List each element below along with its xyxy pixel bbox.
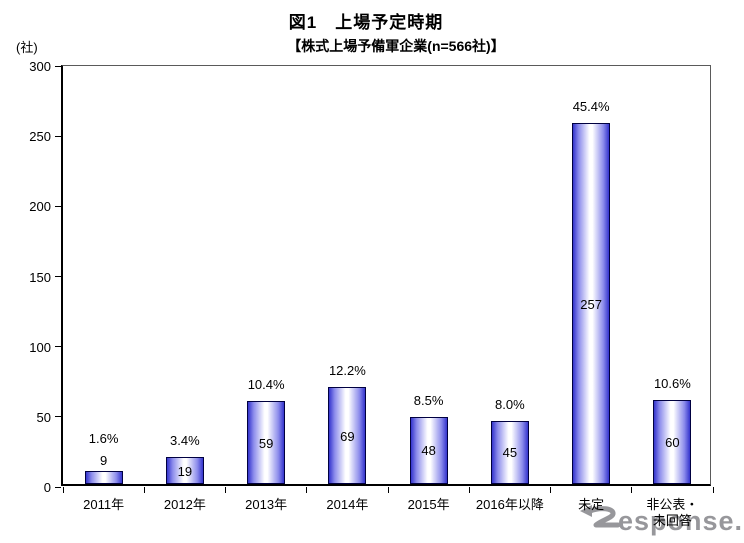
bar-percent-label: 8.5% [413, 392, 444, 408]
bar [165, 457, 204, 484]
y-tick-label: 200 [29, 199, 51, 215]
chart-title: 図1 上場予定時期 [288, 13, 444, 32]
bar-percent-label: 12.2% [328, 363, 366, 379]
bar-value-label: 9 [100, 453, 108, 469]
watermark-swoosh-r-icon [579, 505, 620, 528]
bar-value-label: 45 [502, 445, 518, 461]
watermark-text: esponse. [617, 506, 743, 536]
x-category-label: 2011年 [83, 497, 125, 512]
x-category-label: 非公表・ 未回答 [646, 497, 699, 528]
bar-value-label: 69 [340, 428, 355, 444]
x-tick-mark [712, 487, 714, 493]
y-tick-mark [55, 416, 61, 418]
x-tick-mark [631, 487, 633, 493]
bar-percent-label: 10.6% [653, 375, 691, 391]
bar-value-label: 257 [580, 296, 602, 312]
x-category-label: 2015年 [407, 497, 450, 512]
bar [328, 387, 367, 484]
y-tick-mark [55, 65, 61, 67]
y-tick-label: 100 [29, 339, 51, 355]
y-tick-label: 250 [29, 129, 51, 145]
bar [572, 123, 611, 484]
y-tick-label: 0 [43, 480, 51, 495]
bar [653, 399, 692, 484]
bar-value-label: 59 [258, 435, 274, 451]
x-tick-mark [225, 487, 226, 493]
x-tick-mark [62, 487, 64, 493]
y-tick-label: 300 [29, 59, 51, 74]
bar [490, 420, 529, 484]
watermark-response-logo: esponse. [579, 504, 743, 538]
y-tick-mark [55, 346, 61, 348]
x-tick-mark [306, 487, 308, 493]
y-tick-mark [55, 486, 61, 488]
plot-area: 0 50 100 150 200 250 300 9 1.6% 2011年 19 3.4% 2012年 5… [29, 59, 714, 528]
bar-value-label: 48 [421, 443, 436, 459]
x-category-label: 2014年 [326, 497, 369, 512]
y-tick-label: 150 [29, 269, 51, 285]
x-tick-mark [143, 487, 145, 493]
x-tick-mark [468, 487, 470, 493]
bar-percent-label: 45.4% [572, 99, 610, 115]
x-tick-mark [387, 487, 389, 493]
bar-percent-label: 1.6% [88, 431, 119, 447]
chart-subtitle: 【株式上場予備軍企業(n=566社)】 [287, 38, 505, 54]
bar [409, 416, 448, 484]
x-category-label: 2012年 [163, 497, 206, 512]
x-tick-mark [550, 487, 551, 493]
bar-percent-label: 10.4% [247, 377, 285, 393]
y-tick-label: 50 [36, 409, 51, 425]
y-axis-unit-label: (社) [16, 40, 38, 55]
bar [247, 401, 286, 484]
bar-percent-label: 3.4% [170, 433, 200, 449]
y-tick-mark [55, 205, 61, 207]
y-tick-mark [55, 276, 61, 277]
bar-value-label: 60 [665, 434, 680, 450]
y-tick-mark [55, 135, 61, 137]
bar-value-label: 19 [177, 463, 193, 479]
bar-percent-label: 8.0% [495, 396, 525, 412]
x-category-label: 2016年以降 [475, 497, 544, 512]
x-category-label: 2013年 [245, 497, 288, 512]
x-category-label: 未定 [578, 497, 605, 512]
bar [84, 471, 123, 484]
